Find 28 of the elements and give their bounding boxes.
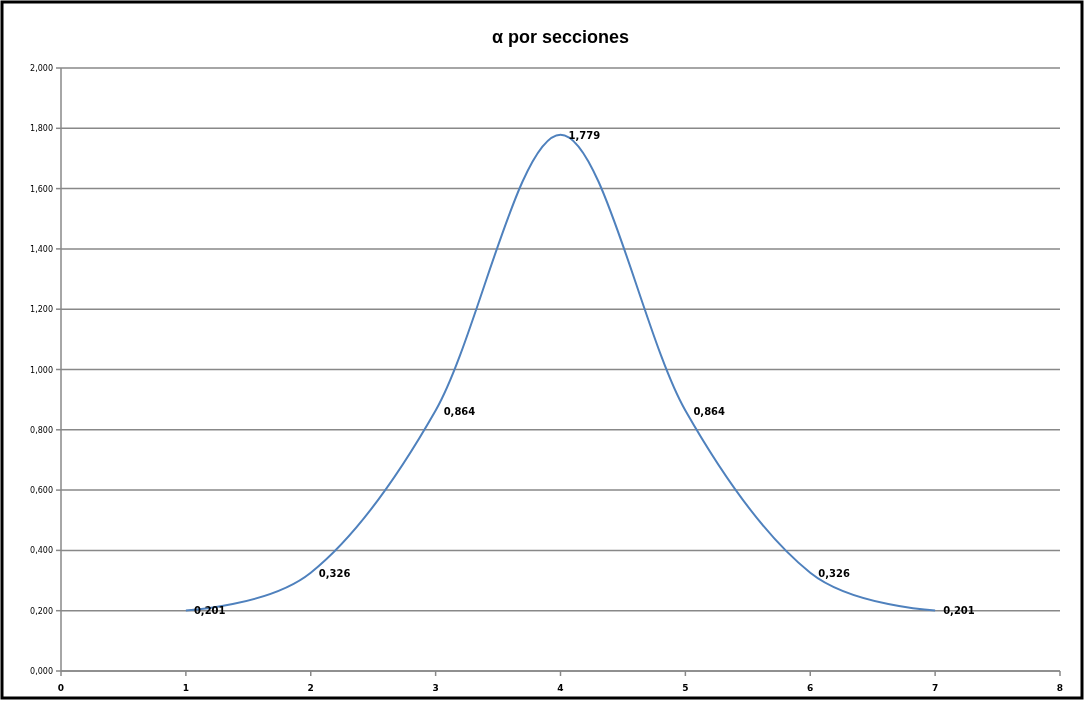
- x-tick-label: 0: [57, 683, 65, 693]
- x-tick-label: 8: [1056, 683, 1064, 693]
- y-tick-label: 0,600: [30, 486, 53, 496]
- data-label: 0,326: [818, 567, 850, 579]
- y-tick-label: 0,200: [30, 606, 53, 616]
- y-tick-label: 1,000: [30, 365, 53, 375]
- y-tick-label: 1,200: [30, 305, 53, 315]
- x-tick-label: 4: [557, 683, 564, 693]
- x-tick-label: 2: [307, 683, 314, 693]
- y-tick-label: 0,800: [30, 425, 53, 435]
- data-label: 0,864: [443, 405, 476, 417]
- y-tick-label: 0,400: [30, 546, 53, 556]
- data-label: 0,201: [193, 605, 226, 617]
- x-tick-label: 7: [931, 683, 939, 693]
- y-tick-label: 1,600: [30, 184, 53, 194]
- data-label: 0,326: [318, 567, 351, 579]
- data-label: 0,201: [943, 605, 975, 617]
- y-tick-label: 2,000: [30, 64, 53, 73]
- y-tick-label: 1,800: [30, 124, 53, 134]
- y-tick-label: 1,400: [30, 244, 53, 254]
- y-tick-label: 0,000: [30, 667, 53, 676]
- data-label: 1,779: [568, 129, 601, 141]
- x-tick-label: 3: [432, 683, 439, 693]
- data-label: 0,864: [693, 405, 726, 417]
- chart-title: α por secciones: [491, 27, 630, 47]
- x-tick-label: 5: [682, 683, 689, 693]
- x-tick-label: 6: [807, 683, 814, 693]
- x-tick-label: 1: [182, 683, 190, 693]
